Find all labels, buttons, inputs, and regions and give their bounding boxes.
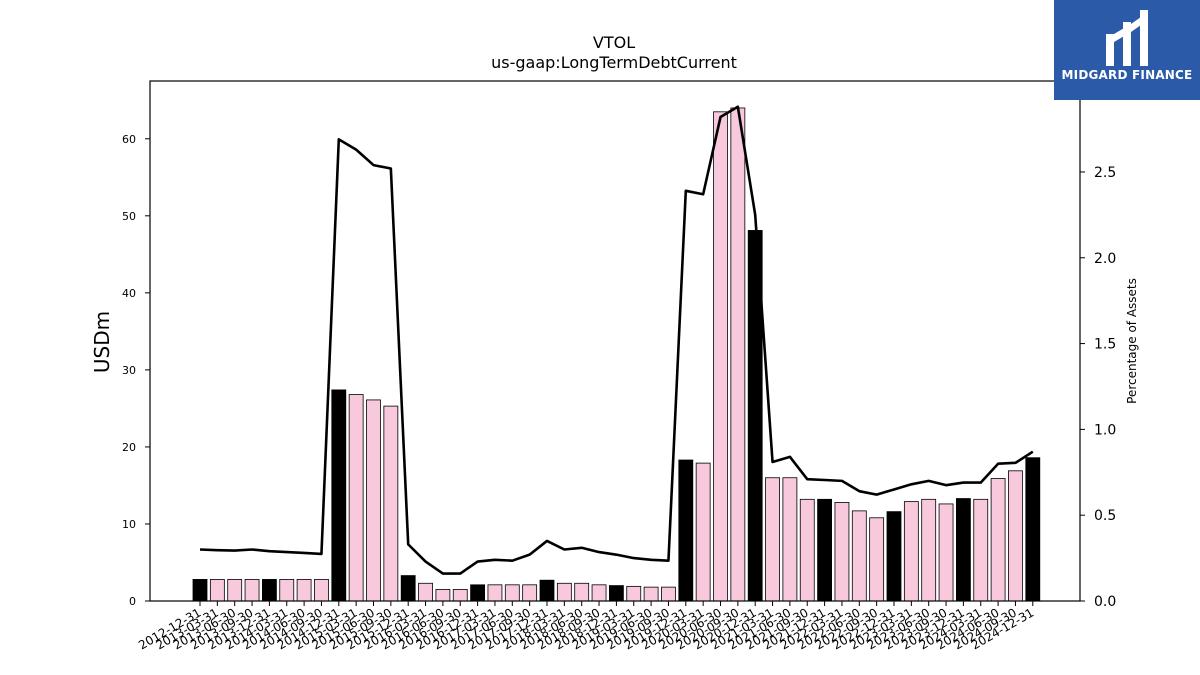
bar — [730, 107, 746, 602]
bar — [261, 579, 277, 602]
bar — [834, 501, 850, 602]
bar — [591, 584, 607, 602]
bar — [366, 399, 381, 602]
bar — [487, 584, 503, 602]
y-tick-label: 30 — [122, 364, 136, 377]
bar — [921, 498, 937, 602]
bar — [817, 498, 832, 602]
bar — [713, 111, 728, 602]
bar — [314, 579, 329, 602]
bar — [938, 503, 954, 602]
y-tick-label: 60 — [122, 133, 136, 146]
bar — [869, 517, 885, 602]
bar — [556, 582, 572, 602]
bar — [435, 589, 451, 602]
y2-tick-label: 1.0 — [1094, 422, 1116, 438]
bar — [1008, 470, 1023, 602]
y-tick-label: 50 — [122, 210, 136, 223]
bar — [574, 582, 590, 602]
bar — [400, 575, 416, 602]
bar — [1025, 457, 1041, 602]
bar — [990, 478, 1006, 602]
y-axis-label: USDm — [90, 311, 114, 373]
y2-tick-label: 2.5 — [1094, 165, 1116, 181]
y2-tick-label: 0.5 — [1094, 508, 1116, 524]
bar — [470, 584, 486, 602]
y-axis-right: 0.0 0.5 1.0 1.5 2.0 2.5 — [1080, 165, 1116, 610]
bar — [504, 584, 520, 602]
bar — [192, 579, 208, 602]
bar — [782, 477, 798, 602]
bar — [296, 579, 312, 602]
bar — [765, 477, 780, 602]
y2-tick-label: 1.5 — [1094, 337, 1116, 353]
bar — [348, 394, 364, 602]
bar — [452, 589, 468, 602]
bar — [661, 586, 676, 602]
bar — [609, 585, 624, 602]
bar — [799, 498, 815, 602]
y-tick-label: 20 — [122, 441, 136, 454]
bar — [643, 586, 659, 602]
chart-title: VTOL — [593, 33, 635, 52]
bar — [903, 501, 919, 602]
bar — [678, 459, 694, 602]
line-group — [199, 105, 1034, 575]
bar — [331, 389, 347, 602]
bar — [539, 579, 555, 602]
bar — [695, 462, 711, 602]
logo-text: MIDGARD FINANCE — [1061, 68, 1193, 82]
bars-group — [192, 107, 1041, 602]
bar — [886, 511, 902, 602]
midgard-logo-icon — [1106, 10, 1148, 66]
chart-subtitle: us-gaap:LongTermDebtCurrent — [491, 53, 737, 72]
x-axis: 2012-12-312013-03-312013-06-302013-09-30… — [136, 601, 1036, 652]
bar — [418, 582, 433, 602]
series-line — [199, 105, 1034, 575]
plot-frame — [149, 80, 1081, 602]
y-axis-left: 0 10 20 30 40 50 60 — [122, 133, 150, 608]
bar — [626, 585, 642, 602]
y2-tick-label: 2.0 — [1094, 251, 1116, 267]
bar — [383, 405, 399, 602]
y-tick-label: 10 — [122, 518, 136, 531]
bar — [244, 579, 260, 602]
bar — [209, 579, 225, 602]
bar — [279, 579, 295, 602]
y-tick-label: 0 — [129, 595, 136, 608]
midgard-logo: MIDGARD FINANCE — [1054, 0, 1200, 100]
y2-tick-label: 0.0 — [1094, 594, 1116, 610]
bar — [973, 498, 989, 602]
bar — [851, 510, 867, 602]
y-tick-label: 40 — [122, 287, 136, 300]
y2-axis-label: Percentage of Assets — [1125, 278, 1139, 404]
bar — [956, 498, 971, 602]
bar — [522, 584, 538, 602]
bar — [227, 579, 243, 602]
